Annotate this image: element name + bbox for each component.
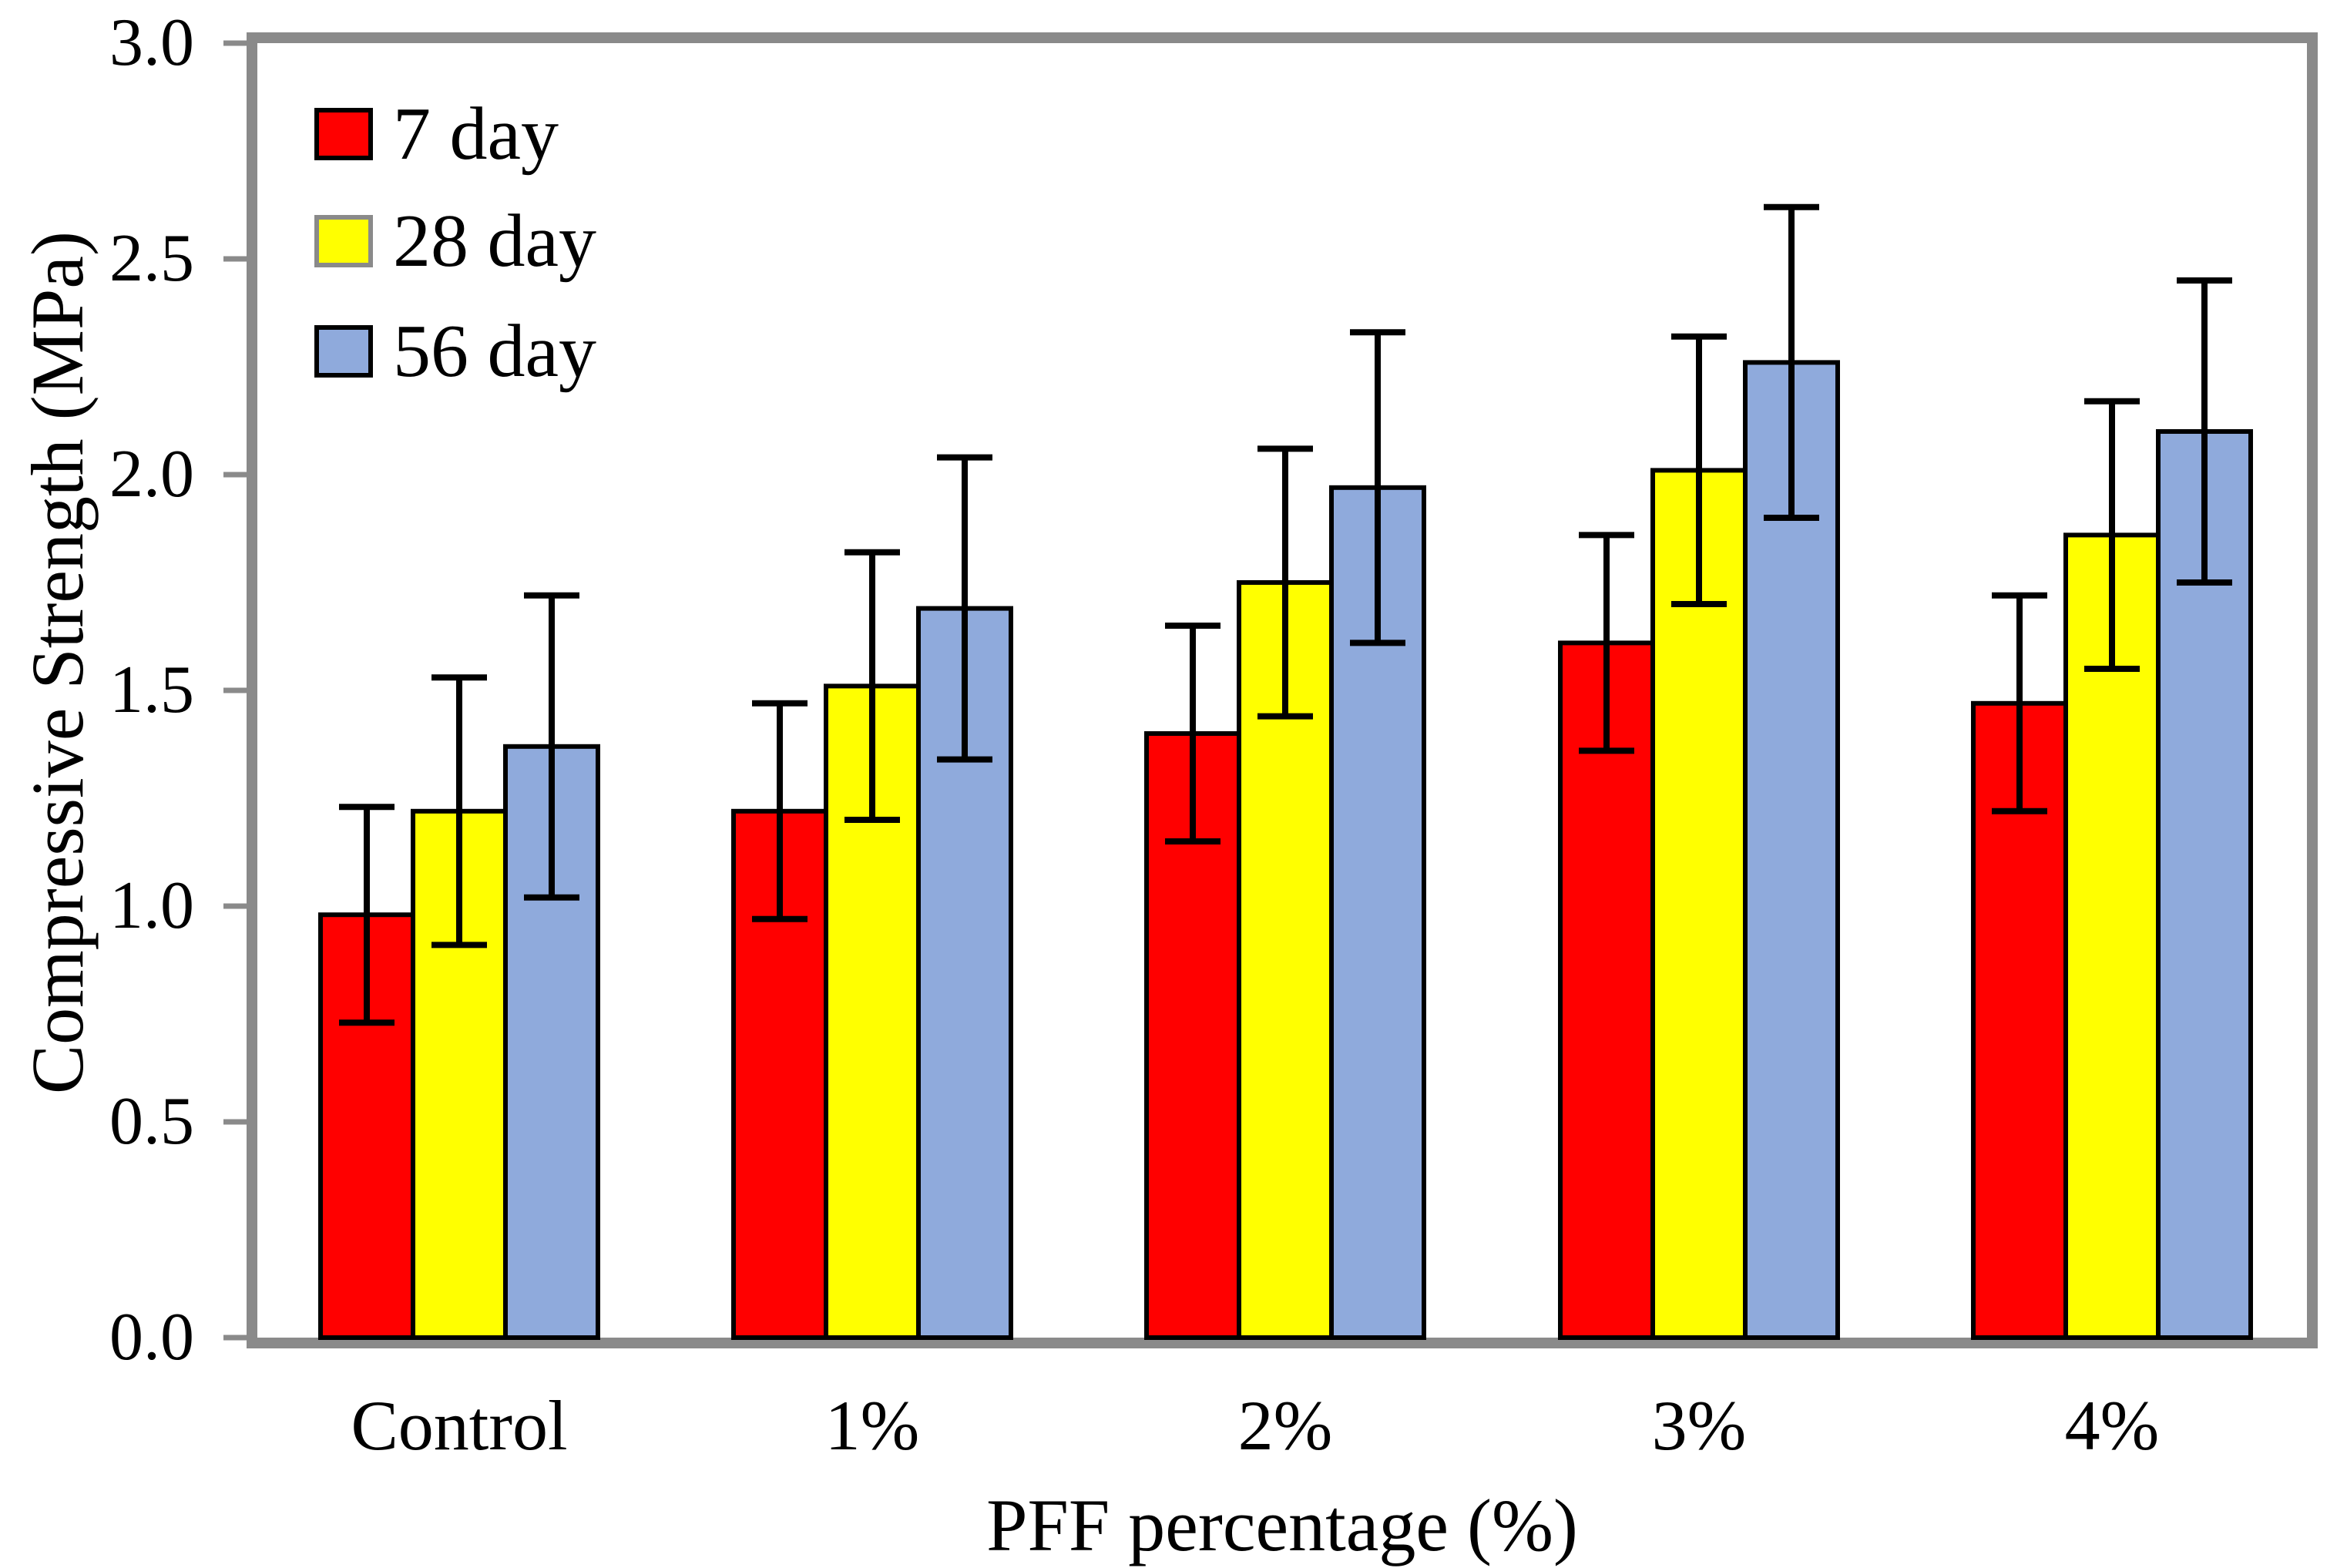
legend-swatch-28day (314, 215, 373, 267)
x-category-label: 3% (1651, 1386, 1747, 1465)
x-category-label: 4% (2064, 1386, 2160, 1465)
y-tick-label: 2.0 (109, 437, 194, 512)
y-tick-label: 3.0 (109, 5, 194, 80)
y-tick-label: 1.5 (109, 653, 194, 727)
legend-item-28day: 28 day (314, 187, 596, 295)
bar-56day-3% (1743, 360, 1840, 1340)
y-axis-title: Compressive Strength (MPa) (16, 231, 99, 1094)
x-category-label: Control (351, 1386, 568, 1465)
x-category-label: 1% (824, 1386, 920, 1465)
legend-item-56day: 56 day (314, 297, 596, 405)
y-tick-label: 2.5 (109, 221, 194, 296)
x-category-label: 2% (1237, 1386, 1333, 1465)
legend-swatch-56day (314, 325, 373, 378)
legend-label-7day: 7 day (393, 92, 559, 176)
legend-item-7day: 7 day (314, 80, 559, 188)
y-tick-label: 0.5 (109, 1084, 194, 1159)
legend-swatch-7day (314, 108, 373, 160)
y-tick-label: 0.0 (109, 1300, 194, 1375)
x-axis-title: PFF percentage (%) (986, 1484, 1578, 1566)
legend-label-56day: 56 day (393, 310, 596, 393)
legend-label-28day: 28 day (393, 200, 596, 283)
y-tick-label: 1.0 (109, 868, 194, 943)
plot-frame (247, 32, 2318, 1348)
